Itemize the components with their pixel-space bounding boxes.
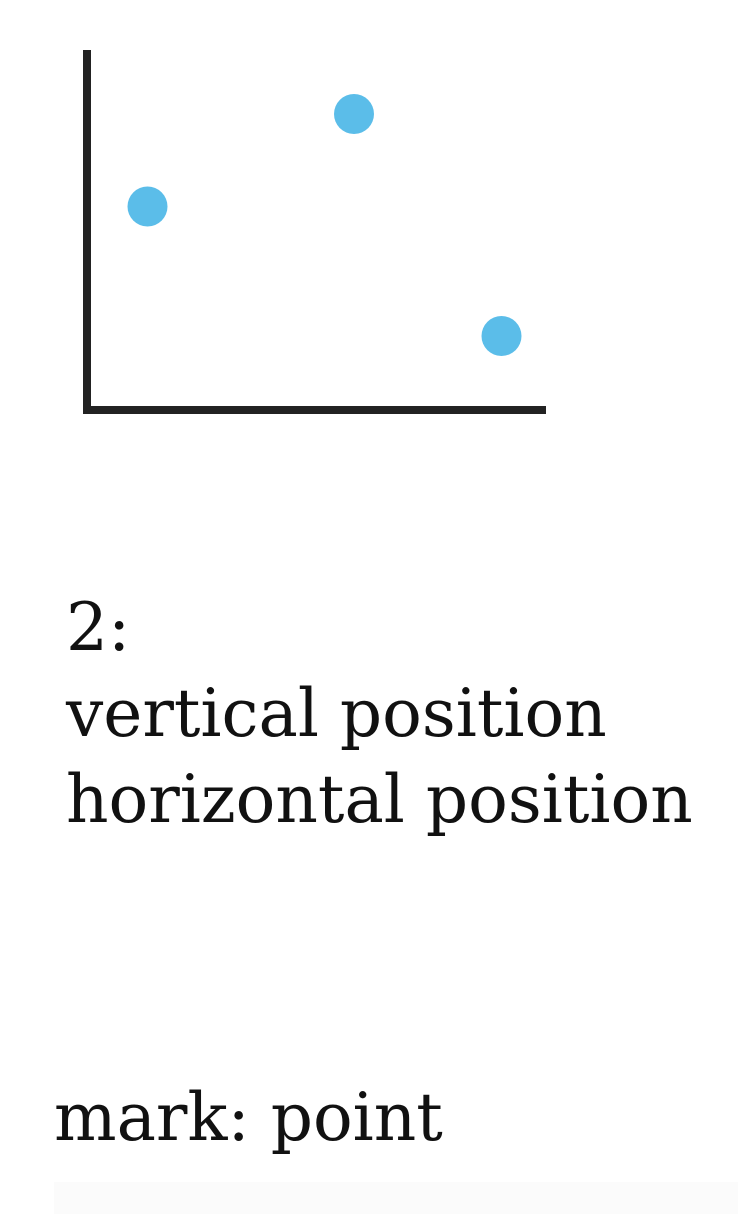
channel-count: 2: bbox=[66, 589, 131, 666]
bottom-band bbox=[54, 1182, 738, 1214]
scatter-plot bbox=[83, 50, 546, 414]
channel-horizontal-position: horizontal position bbox=[66, 761, 693, 838]
data-point bbox=[481, 316, 522, 356]
channel-list: 2: vertical position horizontal position bbox=[66, 585, 693, 843]
data-points bbox=[127, 94, 522, 356]
data-point bbox=[127, 186, 168, 227]
data-point bbox=[334, 94, 374, 134]
mark-label: mark: point bbox=[54, 1079, 443, 1156]
channel-vertical-position: vertical position bbox=[66, 675, 607, 752]
